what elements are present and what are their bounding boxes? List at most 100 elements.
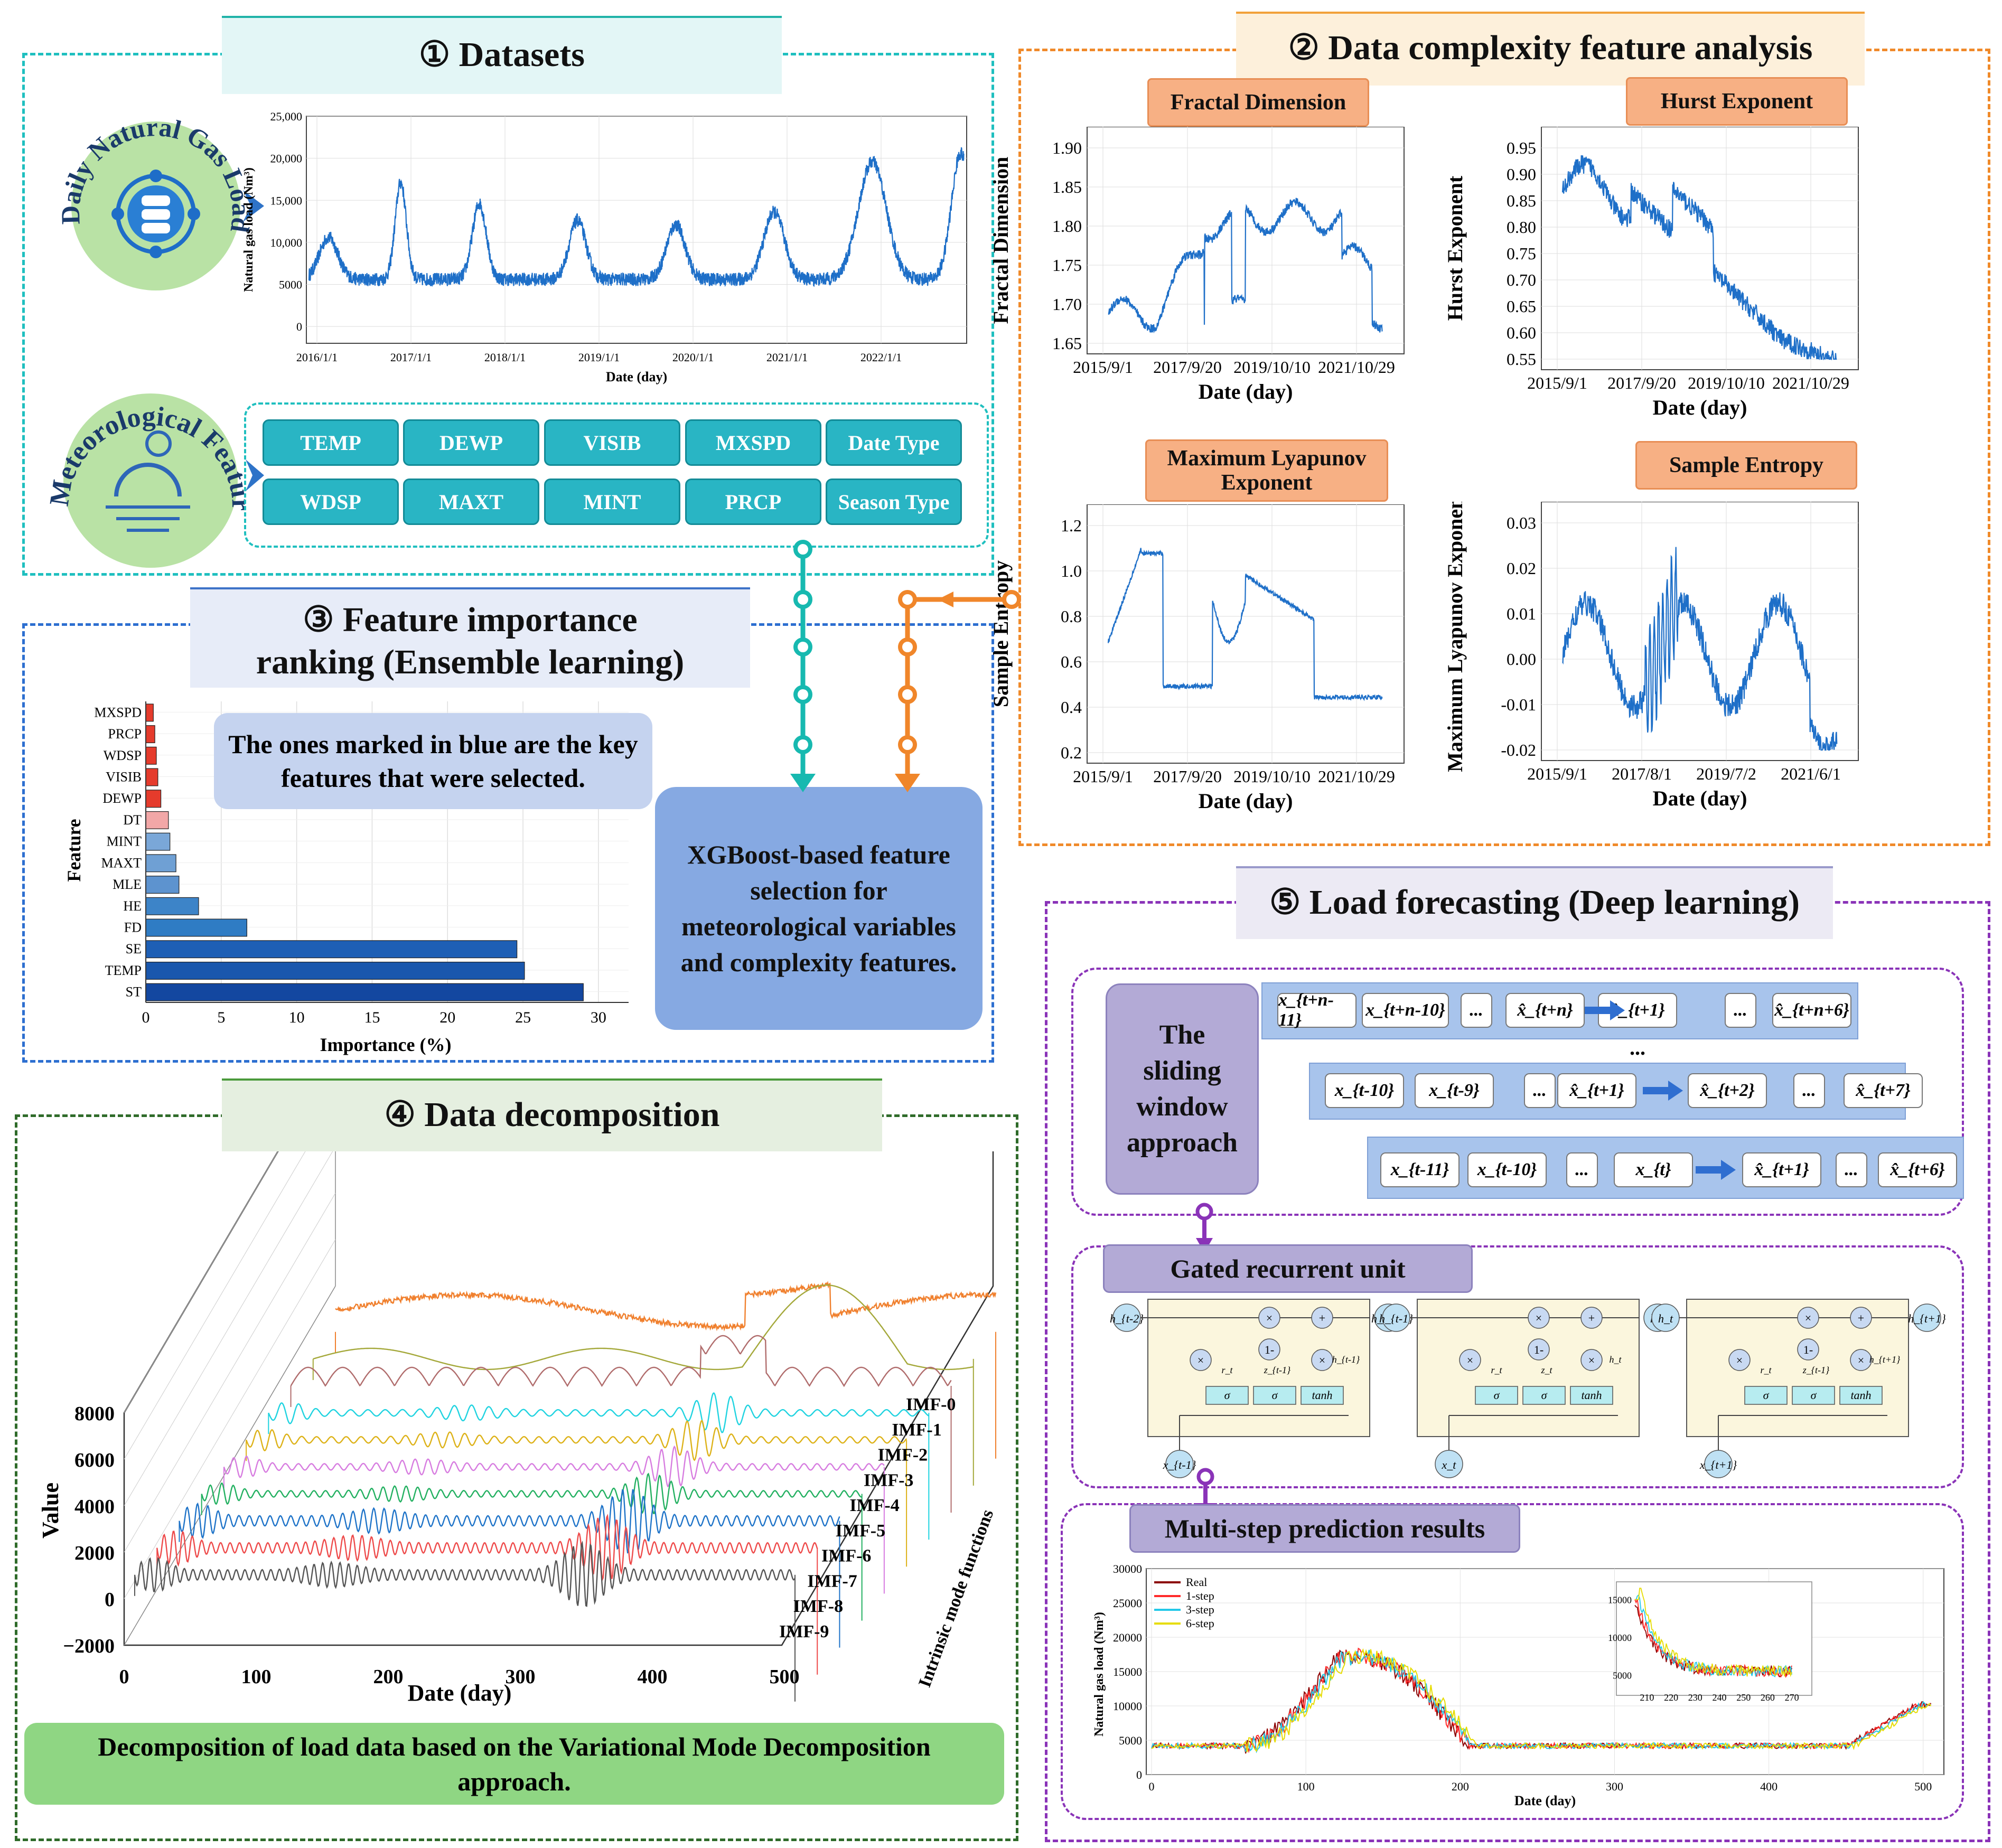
gru-gate-node (1528, 1307, 1550, 1329)
complexity-xtick: 2017/9/20 (1153, 767, 1222, 786)
gru-cell-2 (1686, 1299, 1909, 1437)
gru-gate-node (1728, 1349, 1751, 1371)
complexity-chart-3: 0.03 0.02 0.01 0.00 -0.01 -0.02 2015/9/1 2017/8… (1443, 502, 1859, 810)
gru-h-out-label: h_{t+1} (1908, 1312, 1946, 1325)
bar-category-label: DEWP (102, 791, 142, 806)
pred-xtick: 100 (1297, 1780, 1315, 1793)
pred-xtick: 500 (1914, 1780, 1932, 1793)
gru-gate-node (1797, 1338, 1819, 1361)
complexity-ytick: 0.4 (1061, 698, 1082, 717)
bar-category-label: MINT (107, 834, 142, 849)
gru-x-node (1435, 1450, 1463, 1478)
sliding-window-box (1071, 968, 1964, 1216)
gru-h-in-label: h_t (1658, 1312, 1673, 1325)
bar-category-label: PRCP (108, 726, 142, 742)
decomp-ylabel: Value (38, 1483, 63, 1539)
gru-gate-symbol: × (1467, 1354, 1473, 1367)
complexity-ytick: 0.01 (1507, 604, 1536, 623)
imf-series-2 (290, 1335, 952, 1387)
complexity-xtick: 2021/10/29 (1318, 358, 1395, 377)
load-xtick: 2020/1/1 (672, 351, 714, 364)
feature-chip: TEMP (263, 419, 399, 466)
pred-xtick: 200 (1452, 1780, 1469, 1793)
decomp-ytick: −2000 (63, 1635, 115, 1657)
gru-gate-symbol: × (1319, 1354, 1325, 1367)
feature-chip: Date Type (826, 419, 962, 466)
importance-bar-st (145, 983, 584, 1001)
window-token: ... (1566, 1152, 1598, 1187)
complexity-ytick: 1.65 (1052, 334, 1082, 353)
importance-bar-dewp (145, 790, 162, 808)
gru-activation-label: tanh (1850, 1389, 1871, 1402)
pred-series-3 (1151, 1648, 1932, 1752)
gru-z-label: z_{t-1} (1264, 1365, 1291, 1375)
forecasting-title: ⑤ Load forecasting (Deep learning) (1236, 866, 1833, 939)
feature-chip: MINT (544, 479, 680, 525)
complexity-chart-2: 1.2 1.0 0.8 0.6 0.4 0.2 2015/9/1 2017/9/20 2019/… (989, 504, 1405, 813)
complexity-xtick: 2017/8/1 (1612, 764, 1672, 783)
complexity-xtick: 2015/9/1 (1073, 767, 1133, 786)
inset-xtick: 230 (1688, 1692, 1702, 1703)
complexity-ytick: 0.8 (1061, 607, 1082, 626)
imf-label: IMF-4 (849, 1496, 899, 1515)
complexity-xtick: 2021/6/1 (1781, 764, 1841, 783)
gru-h-in-label: h_{t-2} (1110, 1312, 1144, 1325)
inset-xtick: 240 (1713, 1692, 1727, 1703)
load-ytick: 20,000 (270, 152, 303, 165)
ranking-title-line1: ③ Feature importance (303, 601, 638, 639)
bar-category-label: TEMP (105, 963, 142, 978)
complexity-ytick: -0.01 (1501, 695, 1536, 714)
inset-xtick: 270 (1785, 1692, 1799, 1703)
complexity-ylabel: Fractal Dimension (989, 157, 1013, 324)
ranking-title-line2: ranking (Ensemble learning) (256, 643, 685, 681)
gru-gate-symbol: × (1536, 1311, 1542, 1325)
gru-activation-block (1792, 1386, 1835, 1405)
importance-bar-mint (145, 832, 171, 851)
complexity-xtick: 2021/10/29 (1772, 373, 1849, 392)
window-token: ... (1836, 1152, 1867, 1187)
decomposition-caption: Decomposition of load data based on the … (24, 1723, 1004, 1805)
imf-series-8 (156, 1514, 818, 1582)
inset-ytick: 10000 (1608, 1633, 1632, 1643)
gru-label: Gated recurrent unit (1103, 1244, 1473, 1293)
decomp-gridline (124, 1151, 306, 1460)
decomp-ytick: 4000 (74, 1496, 115, 1518)
gru-x-label: x_{t+1} (1699, 1458, 1737, 1471)
load-xtick: 2021/1/1 (766, 351, 808, 364)
feature-chip: DEWP (403, 419, 539, 466)
load-series-line (308, 147, 965, 287)
bar-category-label: MXSPD (94, 705, 142, 720)
gru-gate-symbol: + (1858, 1311, 1864, 1325)
pred-legend-label: 1-step (1186, 1589, 1214, 1602)
imf-series-0 (335, 1281, 997, 1332)
complexity-title: ② Data complexity feature analysis (1236, 12, 1865, 86)
bar-category-label: FD (124, 920, 142, 935)
load-ytick: 10,000 (270, 236, 303, 249)
window-token: x̂_{t+2} (1688, 1073, 1767, 1108)
gru-h-out-node (1913, 1303, 1941, 1332)
complexity-xlabel: Date (day) (1199, 380, 1293, 404)
importance-bar-mxspd (145, 703, 154, 722)
gru-activation-label: σ (1811, 1389, 1817, 1402)
gru-activation-label: σ (1272, 1389, 1278, 1402)
complexity-chart-1: 0.95 0.90 0.85 0.80 0.75 0.70 0.65 0.60 0.55 2015… (1443, 127, 1859, 419)
load-xtick: 2022/1/1 (860, 351, 902, 364)
complexity-ytick: 0.00 (1507, 650, 1536, 669)
imf-series-3 (268, 1392, 929, 1433)
bar-category-label: ST (126, 984, 142, 1000)
load-ytick: 15,000 (270, 194, 303, 207)
decomp-xtick: 500 (770, 1666, 800, 1688)
decomp-ytick: 6000 (74, 1449, 115, 1471)
gru-r-label: r_t (1221, 1365, 1233, 1375)
inset-xtick: 210 (1640, 1692, 1654, 1703)
gru-z-label: z_t (1540, 1365, 1552, 1375)
gru-gate-node (1258, 1307, 1280, 1329)
complexity-xtick: 2017/9/20 (1153, 358, 1222, 377)
complexity-xtick: 2019/7/2 (1696, 764, 1756, 783)
decomp-ytick: 0 (105, 1589, 115, 1611)
pred-ytick: 10000 (1113, 1700, 1142, 1713)
decomp-gridline (124, 1151, 333, 1506)
gru-r-label: r_t (1760, 1365, 1772, 1375)
imf-label: IMF-3 (864, 1470, 913, 1490)
